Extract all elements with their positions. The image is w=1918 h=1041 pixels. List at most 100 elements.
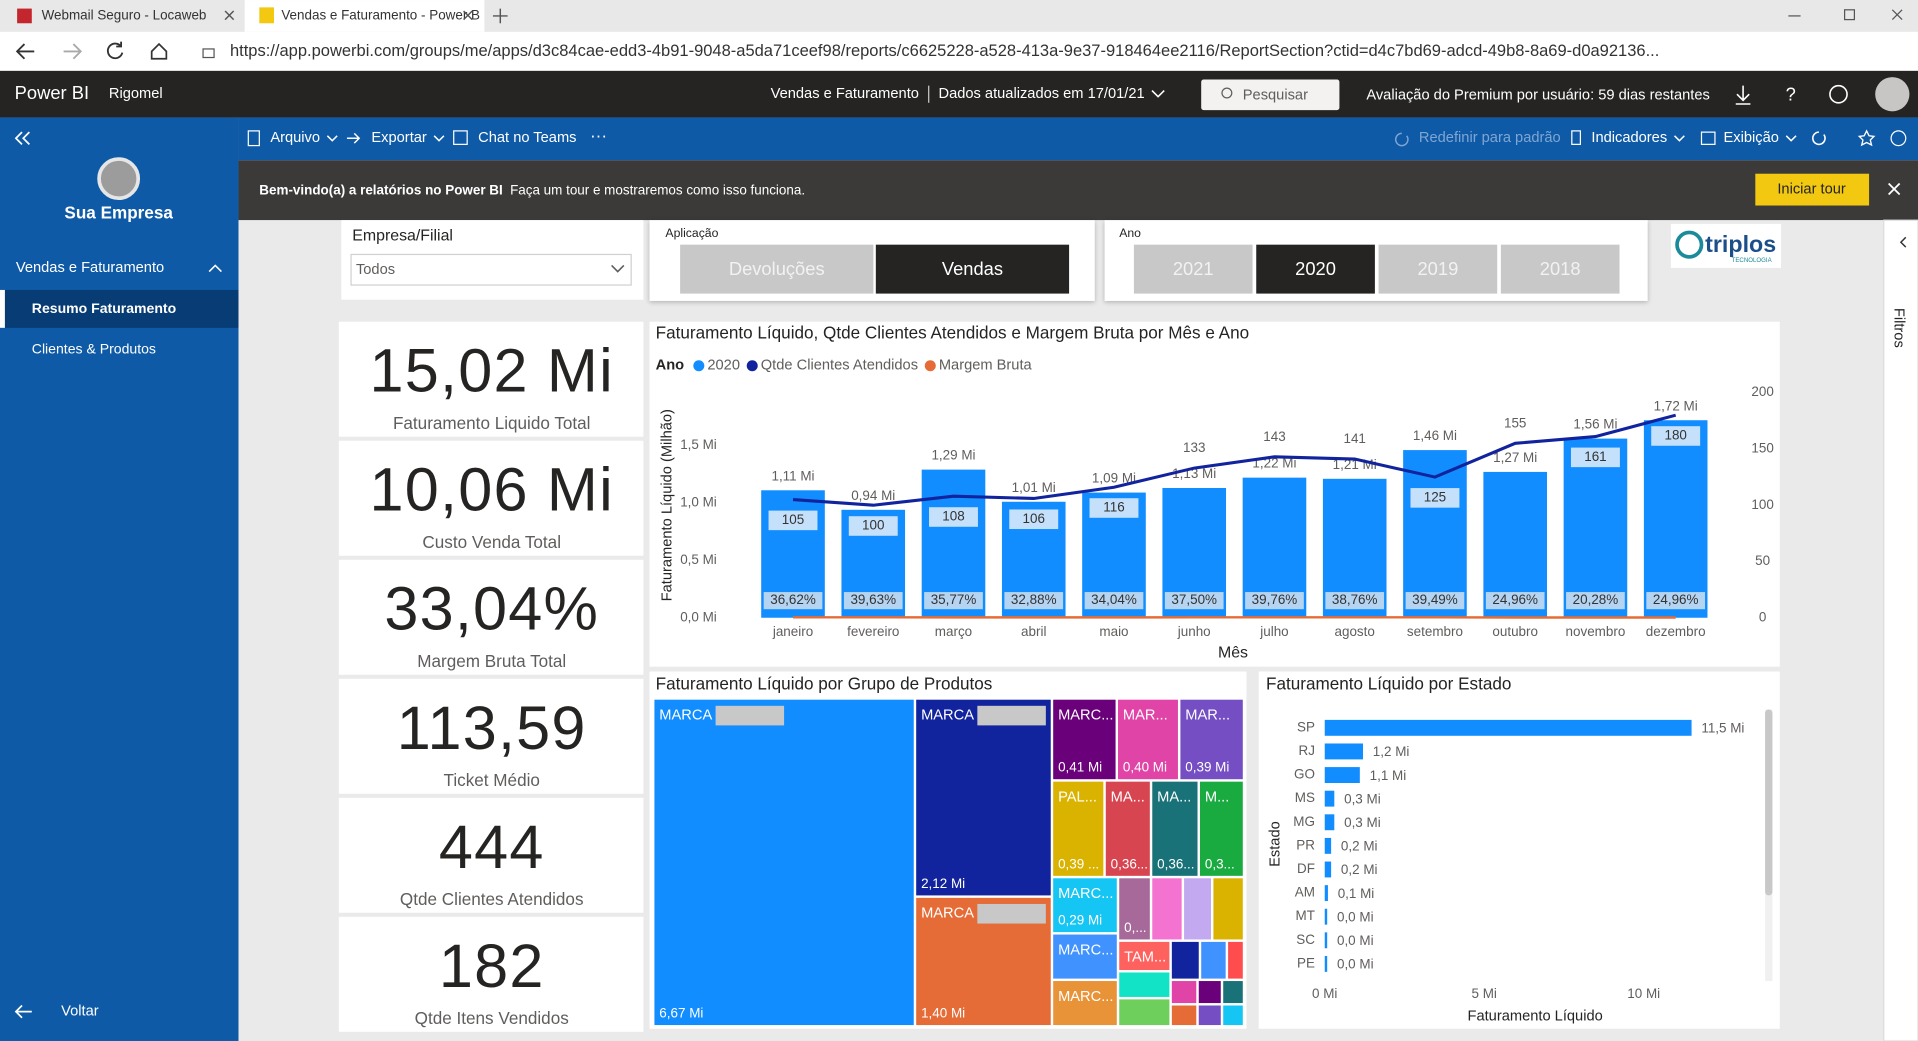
legend-label[interactable]: 2020 [707,358,740,374]
treemap-tile[interactable] [1180,699,1243,780]
y-tick-label: GO [1294,767,1315,782]
tab-active[interactable] [244,0,485,32]
bar[interactable] [1324,743,1364,760]
back-link[interactable]: Voltar [61,1003,99,1019]
treemap-tile[interactable] [1053,781,1104,876]
filters-pane-title[interactable]: Filtros [1891,308,1907,348]
nav-page[interactable]: Resumo Faturamento [32,300,177,316]
dropdown[interactable] [350,253,632,286]
treemap-tile[interactable] [1105,781,1150,876]
data-label: 35,77% [931,592,977,607]
teams-icon [453,130,468,145]
treemap-tile[interactable] [1199,781,1243,876]
tile-value: 0,39 ... [1058,856,1099,871]
y-tick-label: 0,0 Mi [680,609,717,624]
doc-icon [247,130,260,147]
treemap-tile [1223,981,1243,1004]
nav-page[interactable]: Clientes & Produtos [32,341,156,357]
redacted [977,903,1046,924]
slicer-title: Ano [1119,226,1141,240]
slicer-button[interactable] [1133,244,1253,294]
bar[interactable] [1324,955,1328,972]
url[interactable]: https://app.powerbi.com/groups/me/apps/d… [230,42,1659,60]
data-label: 116 [1103,500,1124,515]
y-tick-label: MT [1296,908,1315,923]
tab[interactable] [0,0,245,32]
tab-title[interactable]: Webmail Seguro - Locaweb [42,7,207,22]
home-icon [150,42,168,60]
data-label-box [1646,592,1706,610]
bar[interactable] [1324,932,1328,949]
treemap-tile[interactable] [916,699,1051,896]
treemap-tile[interactable] [1053,699,1116,780]
workspace[interactable]: Rigomel [109,86,163,102]
tab-title[interactable]: Vendas e Faturamento - Power B [281,7,480,22]
slicer-button[interactable] [875,244,1070,294]
treemap-tile[interactable] [1119,878,1150,940]
data-label: 100 [862,518,884,533]
chevron [1785,135,1797,142]
data-label-box [768,510,818,531]
avatar[interactable] [1875,77,1910,112]
updated[interactable]: Dados atualizados em 17/01/21 [938,86,1144,102]
bar[interactable] [1563,438,1628,618]
treemap-tile[interactable] [1053,878,1117,933]
banner-text: Faça um tour e mostraremos como isso fun… [510,182,805,197]
kpi-card [338,678,644,794]
nav-section[interactable]: Vendas e Faturamento [16,260,164,276]
bar[interactable] [1324,719,1692,736]
slicer-option: 2019 [1417,258,1458,279]
bar[interactable] [1324,861,1332,878]
x-tick-label: fevereiro [847,624,899,639]
y-tick-label: PR [1296,837,1315,852]
toolbar-button[interactable]: Exibição [1724,130,1779,146]
company-name: Sua Empresa [64,204,173,223]
export-icon [346,132,361,144]
legend-marker [693,360,705,372]
scrollbar-thumb[interactable] [1765,709,1773,896]
slicer-button[interactable] [680,244,874,294]
treemap-tile[interactable] [1119,941,1170,971]
data-label-box [924,592,983,610]
chart-title: Faturamento Líquido por Estado [1266,675,1511,694]
toolbar-button[interactable]: Indicadores [1591,130,1667,146]
brand[interactable]: Power BI [15,82,89,103]
tile-label: MA... [1111,789,1145,805]
data-label: 0,0 Mi [1337,909,1374,924]
bar[interactable] [1324,885,1328,902]
bar[interactable] [1324,814,1335,831]
y-tick-label: PE [1297,955,1315,970]
toolbar-button[interactable]: Chat no Teams [478,130,576,146]
search-box[interactable] [1201,79,1340,111]
bar[interactable] [1643,420,1708,618]
treemap-tile[interactable] [654,699,914,1026]
toolbar-button[interactable]: Arquivo [270,130,320,146]
data-label: 0,0 Mi [1337,957,1374,972]
treemap-tile[interactable] [1053,934,1117,979]
slicer-button[interactable] [1256,244,1375,294]
slicer-button[interactable] [1378,244,1498,294]
bar[interactable] [1324,790,1335,807]
toolbar-button[interactable]: Exportar [371,130,427,146]
legend-label[interactable]: Qtde Clientes Atendidos [761,358,918,374]
slicer-button[interactable] [1500,244,1620,294]
slicer-title: Aplicação [665,226,718,240]
bar[interactable] [1324,837,1332,854]
chevron [1899,236,1907,248]
bar[interactable] [1324,908,1328,925]
tile-label: MARC... [1058,707,1113,723]
kpi-label: Margem Bruta Total [417,652,566,671]
legend-label[interactable]: Margem Bruta [939,358,1033,374]
data-label-box [843,592,903,610]
logo-tagline: TECNOLOGIA [1732,257,1773,264]
chevron [1151,89,1165,98]
bar[interactable] [1324,767,1360,784]
collapse-icon [14,131,30,145]
treemap-tile[interactable] [1152,781,1198,876]
treemap-tile [1119,972,1170,997]
data-label: 1,2 Mi [1373,744,1410,759]
treemap-tile[interactable] [1053,981,1117,1026]
treemap-tile[interactable] [1118,699,1178,780]
data-label: 39,76% [1252,592,1298,607]
tour-button[interactable] [1755,173,1870,206]
